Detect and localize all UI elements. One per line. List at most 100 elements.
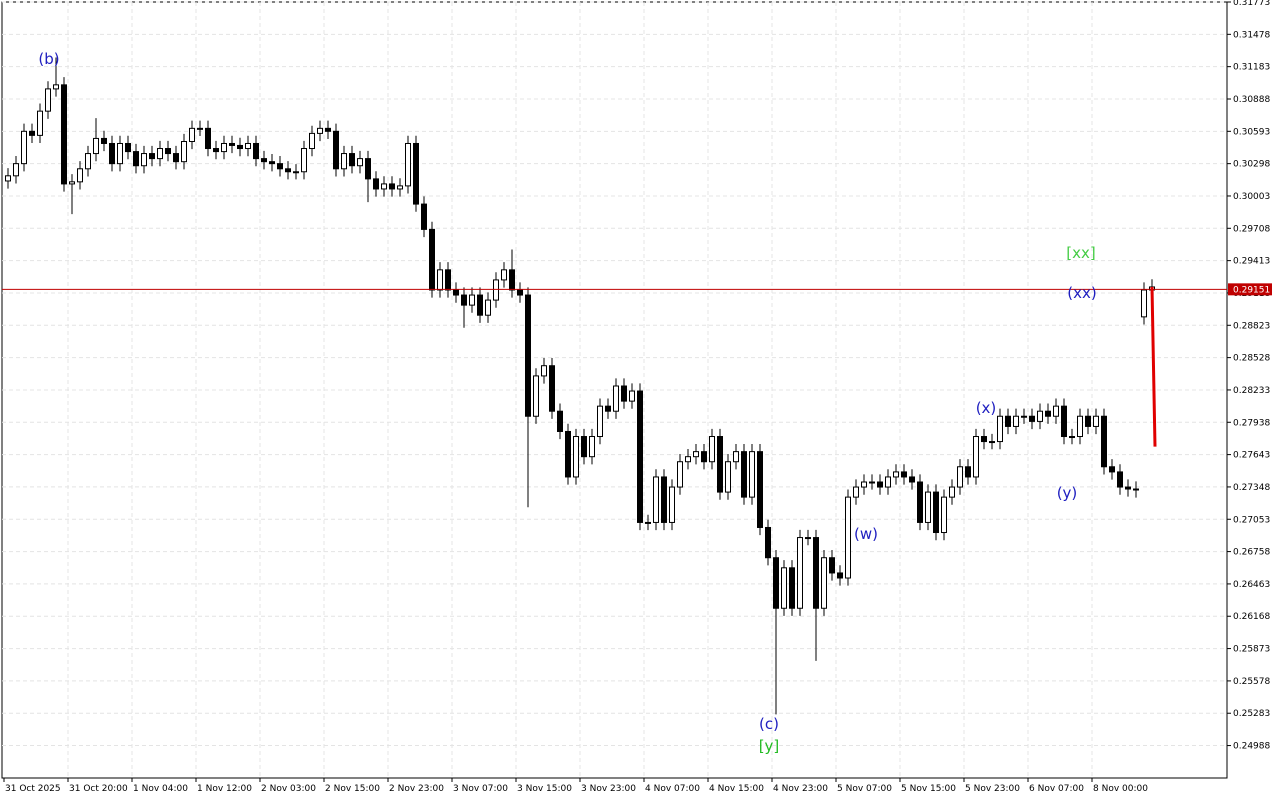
current-price-box [1228,283,1272,296]
candle-body [709,436,715,463]
candle-body [957,466,963,488]
candle-body [405,142,411,187]
candle-body [1133,488,1139,491]
candle-body [469,294,475,306]
candle-body [1053,405,1059,417]
candle-body [325,127,331,132]
candle-body [213,148,219,153]
candle-body [661,476,667,523]
candle-body [133,151,139,167]
x-tick-label: 4 Nov 23:00 [773,784,828,794]
candle-body [453,289,459,296]
candle-body [773,557,779,609]
candle-body [125,142,131,153]
candle-body [61,84,67,185]
candle-body [1013,415,1019,427]
candle-body [29,130,35,136]
candle-body [117,142,123,165]
candle-body [565,430,571,478]
candle-body [557,410,563,432]
candle-body [653,476,659,523]
candle-body [373,178,379,190]
candle-body [477,294,483,316]
candle-body [973,436,979,478]
candle-body [949,486,955,498]
y-tick-label: 0.31183 [1233,63,1270,73]
candle-body [1093,415,1099,427]
candle-body [13,163,19,177]
y-tick-label: 0.26463 [1233,580,1270,590]
candle-body [821,557,827,609]
candle-body [1029,415,1035,422]
candle-body [1069,436,1075,439]
candle-body [741,451,747,498]
y-tick-label: 0.26168 [1233,612,1270,622]
candle-body [701,451,707,463]
y-tick-label: 0.26758 [1233,548,1270,558]
y-tick-label: 0.27053 [1233,515,1270,525]
candle-body [269,161,275,165]
x-tick-label: 3 Nov 23:00 [581,784,636,794]
candle-body [981,436,987,443]
y-tick-label: 0.27938 [1233,418,1270,428]
x-tick-label: 5 Nov 07:00 [837,784,892,794]
wave-label: (x) [976,399,997,417]
candle-body [285,168,291,173]
candle-body [53,84,59,90]
candle-body [109,142,115,165]
candle-body [1117,471,1123,488]
y-tick-label: 0.25873 [1233,645,1270,655]
candle-body [1005,415,1011,427]
candle-body [749,451,755,498]
candle-body [205,127,211,150]
candle-body [685,456,691,463]
candle-body [1125,486,1131,490]
y-tick-label: 0.28528 [1233,354,1270,364]
candle-body [1045,410,1051,417]
y-tick-label: 0.31478 [1233,30,1270,40]
candle-body [1021,415,1027,418]
candle-body [1061,405,1067,438]
candle-body [941,496,947,534]
candle-body [69,181,75,185]
candle-body [501,269,507,281]
candle-body [989,441,995,444]
wave-label: [xx] [1066,244,1095,262]
forecast-line [1150,286,1157,447]
candle-body [789,567,795,609]
candle-body [637,390,643,523]
candle-body [997,415,1003,443]
candle-body [877,481,883,488]
candle-body [533,375,539,417]
candle-body [901,471,907,478]
candle-body [221,142,227,153]
candle-body [717,436,723,493]
y-tick-label: 0.27643 [1233,451,1270,461]
candle-body [525,294,531,417]
x-tick-label: 5 Nov 15:00 [901,784,956,794]
candle-body [413,142,419,205]
candle-body [461,294,467,306]
x-tick-label: 2 Nov 03:00 [261,784,316,794]
candle-body [813,537,819,609]
x-tick-label: 4 Nov 15:00 [709,784,764,794]
candle-body [677,461,683,488]
candle-body [101,137,107,144]
candle-body [1101,415,1107,468]
candle-body [141,153,147,167]
candle-body [1141,289,1147,318]
candle-body [861,481,867,488]
candle-body [389,183,395,190]
candle-body [5,175,11,182]
candle-body [261,158,267,163]
x-tick-label: 1 Nov 12:00 [197,784,252,794]
candle-body [693,451,699,458]
candle-body [317,127,323,134]
x-tick-label: 2 Nov 23:00 [389,784,444,794]
wave-label: [y] [759,737,780,755]
wave-label: (b) [38,50,59,68]
candle-body [517,289,523,296]
y-tick-label: 0.30888 [1233,95,1270,105]
candle-body [765,526,771,559]
candle-body [245,142,251,150]
